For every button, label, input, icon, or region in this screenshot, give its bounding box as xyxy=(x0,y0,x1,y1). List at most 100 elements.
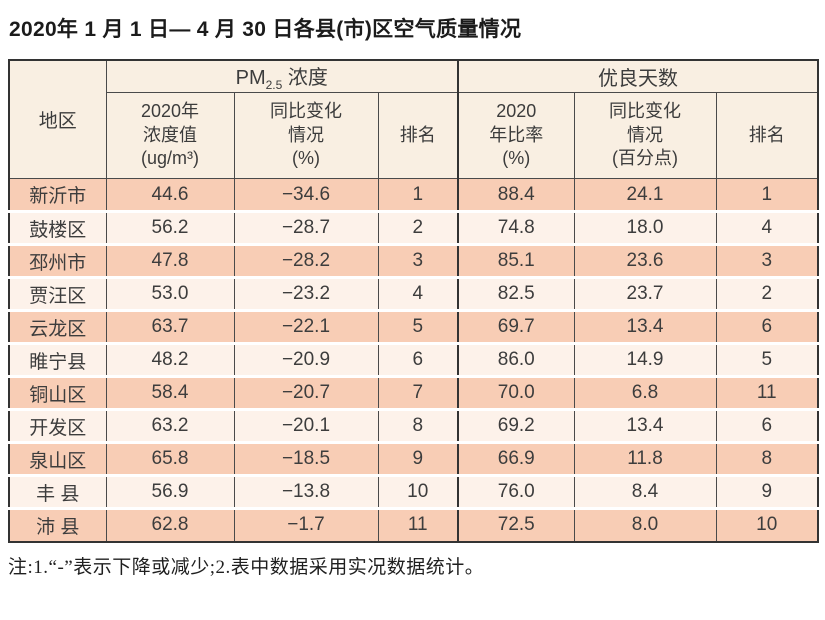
cell-good-rank: 4 xyxy=(715,210,819,245)
cell-region: 丰 县 xyxy=(8,474,107,509)
cell-good-rank: 8 xyxy=(715,441,819,476)
cell-good-rate: 88.4 xyxy=(457,178,575,212)
group-header-row: 地区 PM2.5 浓度 优良天数 xyxy=(8,59,819,179)
air-quality-table: 地区 PM2.5 浓度 优良天数 2020年 浓度值 (ug/m³) 同比变化 … xyxy=(8,59,819,543)
pm-rank-column-header: 排名 xyxy=(377,92,459,179)
table-row: 贾汪区 53.0 −23.2 4 82.5 23.7 2 xyxy=(8,276,819,311)
cell-pm-value: 62.8 xyxy=(105,507,235,542)
cell-pm-rank: 2 xyxy=(377,210,459,245)
cell-good-rate: 82.5 xyxy=(457,276,575,311)
cell-good-change: 13.4 xyxy=(573,408,717,443)
cell-region: 云龙区 xyxy=(8,309,107,344)
cell-good-change: 11.8 xyxy=(573,441,717,476)
cell-pm-change: −18.5 xyxy=(233,441,379,476)
cell-pm-change: −20.7 xyxy=(233,375,379,410)
pm-change-column-header: 同比变化 情况 (%) xyxy=(233,92,379,179)
pm-subscript: 2.5 xyxy=(265,78,283,92)
cell-good-change: 18.0 xyxy=(573,210,717,245)
cell-pm-rank: 5 xyxy=(377,309,459,344)
cell-good-change: 6.8 xyxy=(573,375,717,410)
cell-pm-rank: 4 xyxy=(377,276,459,311)
cell-pm-change: −23.2 xyxy=(233,276,379,311)
cell-pm-rank: 7 xyxy=(377,375,459,410)
cell-pm-value: 63.7 xyxy=(105,309,235,344)
cell-region: 睢宁县 xyxy=(8,342,107,377)
table-row: 云龙区 63.7 −22.1 5 69.7 13.4 6 xyxy=(8,309,819,344)
cell-good-change: 13.4 xyxy=(573,309,717,344)
cell-pm-value: 58.4 xyxy=(105,375,235,410)
cell-good-change: 8.4 xyxy=(573,474,717,509)
pm-concentration-label: 浓度 xyxy=(282,67,328,89)
table-row: 泉山区 65.8 −18.5 9 66.9 11.8 8 xyxy=(8,441,819,476)
good-rate-column-header: 2020 年比率 (%) xyxy=(457,92,575,179)
cell-good-rate: 74.8 xyxy=(457,210,575,245)
cell-pm-change: −22.1 xyxy=(233,309,379,344)
cell-good-change: 23.6 xyxy=(573,243,717,278)
cell-good-change: 14.9 xyxy=(573,342,717,377)
cell-pm-change: −28.7 xyxy=(233,210,379,245)
cell-good-change: 8.0 xyxy=(573,507,717,542)
cell-good-rate: 86.0 xyxy=(457,342,575,377)
cell-pm-change: −20.9 xyxy=(233,342,379,377)
pm25-group-header: PM2.5 浓度 xyxy=(105,59,459,93)
cell-good-rank: 6 xyxy=(715,408,819,443)
cell-pm-change: −34.6 xyxy=(233,178,379,212)
good-change-column-header: 同比变化 情况 (百分点) xyxy=(573,92,717,179)
cell-good-rank: 5 xyxy=(715,342,819,377)
table-header: 地区 PM2.5 浓度 优良天数 2020年 浓度值 (ug/m³) 同比变化 … xyxy=(8,59,819,179)
cell-pm-value: 47.8 xyxy=(105,243,235,278)
table-row: 开发区 63.2 −20.1 8 69.2 13.4 6 xyxy=(8,408,819,443)
cell-pm-rank: 1 xyxy=(377,178,459,212)
table-row: 沛 县 62.8 −1.7 11 72.5 8.0 10 xyxy=(8,507,819,542)
cell-region: 邳州市 xyxy=(8,243,107,278)
cell-good-rank: 3 xyxy=(715,243,819,278)
cell-pm-change: −28.2 xyxy=(233,243,379,278)
cell-pm-rank: 3 xyxy=(377,243,459,278)
table-row: 铜山区 58.4 −20.7 7 70.0 6.8 11 xyxy=(8,375,819,410)
cell-pm-value: 56.2 xyxy=(105,210,235,245)
cell-pm-rank: 6 xyxy=(377,342,459,377)
cell-pm-rank: 8 xyxy=(377,408,459,443)
cell-region: 新沂市 xyxy=(8,178,107,212)
table-row: 新沂市 44.6 −34.6 1 88.4 24.1 1 xyxy=(8,178,819,212)
cell-good-rate: 69.2 xyxy=(457,408,575,443)
cell-good-rank: 2 xyxy=(715,276,819,311)
good-rank-column-header: 排名 xyxy=(715,92,819,179)
pm-value-column-header: 2020年 浓度值 (ug/m³) xyxy=(105,92,235,179)
cell-pm-change: −1.7 xyxy=(233,507,379,542)
cell-pm-value: 44.6 xyxy=(105,178,235,212)
sub-header-row: 2020年 浓度值 (ug/m³) 同比变化 情况 (%) 排名 2020 年比… xyxy=(9,92,819,179)
cell-pm-value: 56.9 xyxy=(105,474,235,509)
cell-good-rank: 10 xyxy=(715,507,819,542)
cell-pm-value: 65.8 xyxy=(105,441,235,476)
cell-pm-value: 53.0 xyxy=(105,276,235,311)
cell-region: 泉山区 xyxy=(8,441,107,476)
cell-good-change: 24.1 xyxy=(573,178,717,212)
cell-good-rate: 85.1 xyxy=(457,243,575,278)
cell-pm-change: −13.8 xyxy=(233,474,379,509)
cell-good-rate: 69.7 xyxy=(457,309,575,344)
table-body: 新沂市 44.6 −34.6 1 88.4 24.1 1 鼓楼区 56.2 −28.7 2 74.8 1… xyxy=(8,178,819,542)
cell-region: 鼓楼区 xyxy=(8,210,107,245)
cell-pm-rank: 9 xyxy=(377,441,459,476)
cell-good-rate: 70.0 xyxy=(457,375,575,410)
cell-pm-rank: 10 xyxy=(377,474,459,509)
cell-good-rate: 72.5 xyxy=(457,507,575,542)
cell-pm-rank: 11 xyxy=(377,507,459,542)
cell-region: 沛 县 xyxy=(8,507,107,542)
cell-region: 开发区 xyxy=(8,408,107,443)
page-title: 2020年 1 月 1 日— 4 月 30 日各县(市)区空气质量情况 xyxy=(9,18,522,41)
cell-good-rank: 1 xyxy=(715,178,819,212)
footnote: 注:1.“-”表示下降或减少;2.表中数据采用实况数据统计。 xyxy=(8,556,485,578)
region-column-header: 地区 xyxy=(8,59,107,179)
cell-good-rank: 11 xyxy=(715,375,819,410)
table-row: 鼓楼区 56.2 −28.7 2 74.8 18.0 4 xyxy=(8,210,819,245)
pm-label: PM xyxy=(235,67,266,89)
cell-good-rank: 9 xyxy=(715,474,819,509)
table-row: 丰 县 56.9 −13.8 10 76.0 8.4 9 xyxy=(8,474,819,509)
cell-pm-value: 63.2 xyxy=(105,408,235,443)
cell-region: 铜山区 xyxy=(8,375,107,410)
good-days-group-header: 优良天数 xyxy=(457,59,819,93)
cell-good-rank: 6 xyxy=(715,309,819,344)
